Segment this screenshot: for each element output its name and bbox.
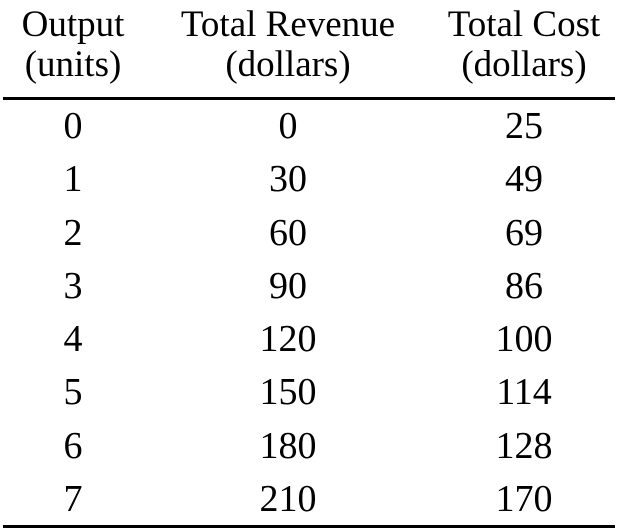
header-output-unit: (units) [3,45,143,100]
cell-total-cost: 128 [495,424,553,467]
cell-total-revenue: 120 [259,318,317,361]
cell-output: 6 [63,424,83,467]
header-total-revenue-unit: (dollars) [143,45,433,100]
table-row: 4 120 100 [3,313,615,366]
cell-output: 1 [63,158,83,201]
table-row: 2 60 69 [3,207,615,260]
cell-total-revenue: 90 [269,264,307,307]
cell-total-cost: 86 [505,264,543,307]
header-row-2: (units) (dollars) (dollars) [3,45,615,100]
cell-total-cost: 114 [496,371,552,414]
table-body: 0 0 25 1 30 49 2 60 69 3 90 86 4 120 [3,99,615,527]
cell-output: 3 [63,264,83,307]
cell-total-cost: 100 [495,318,553,361]
cell-total-revenue: 150 [259,371,317,414]
table-row: 5 150 114 [3,366,615,419]
cell-total-cost: 69 [505,211,543,254]
header-total-cost: Total Cost [447,4,601,45]
header-total-revenue: Total Revenue [180,4,396,45]
header-output: Output [21,4,125,45]
cell-output: 4 [63,318,83,361]
table-row: 1 30 49 [3,153,615,206]
cell-total-cost: 25 [505,105,543,147]
cell-output: 0 [63,105,83,147]
cell-output: 5 [63,371,83,414]
table-bottom-rule [3,525,615,528]
cell-total-cost: 170 [495,478,553,521]
cell-total-revenue: 0 [278,105,298,147]
cell-total-revenue: 180 [259,424,317,467]
cell-output: 2 [63,211,83,254]
cell-total-revenue: 210 [259,478,317,521]
cell-total-revenue: 60 [269,211,307,254]
table-row: 0 0 25 [3,99,615,154]
header-total-cost-unit: (dollars) [433,45,615,100]
table-header: Output Total Revenue Total Cost (units) … [3,0,615,100]
table-row: 3 90 86 [3,260,615,313]
header-row-1: Output Total Revenue Total Cost [3,0,615,45]
cell-total-cost: 49 [505,158,543,201]
cell-total-revenue: 30 [269,158,307,201]
table-row: 7 210 170 [3,473,615,526]
cell-output: 7 [63,478,83,521]
revenue-cost-table: Output Total Revenue Total Cost (units) … [3,0,615,526]
table-row: 6 180 128 [3,420,615,473]
